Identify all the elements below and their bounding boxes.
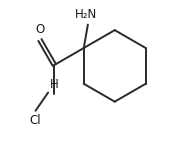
Text: O: O [35,23,45,36]
Text: H₂N: H₂N [75,8,98,21]
Text: Cl: Cl [29,114,41,127]
Text: H: H [50,78,59,91]
